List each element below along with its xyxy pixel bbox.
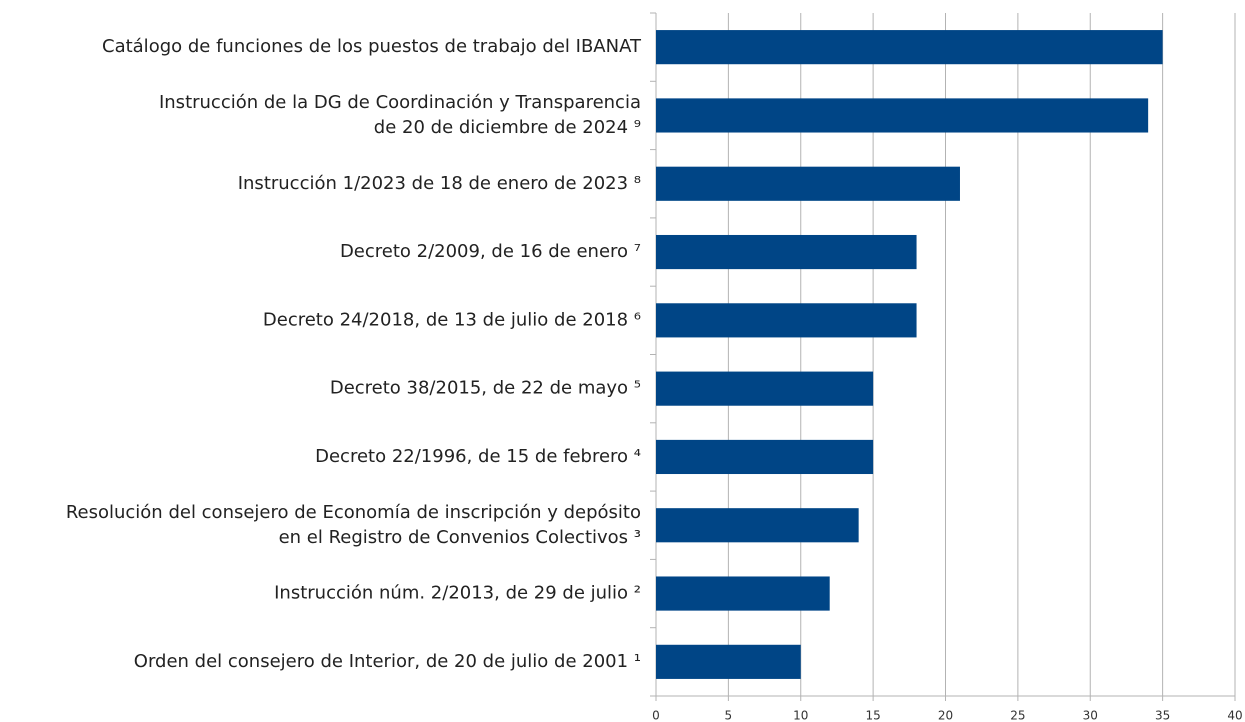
x-tick-label: 5 bbox=[725, 709, 733, 722]
y-tick-label: Orden del consejero de Interior, de 20 d… bbox=[134, 651, 641, 672]
y-tick-label: Instrucción de la DG de Coordinación y T… bbox=[159, 92, 641, 138]
bar bbox=[656, 508, 859, 543]
y-tick-label: Decreto 2/2009, de 16 de enero ⁷ bbox=[340, 241, 641, 262]
x-tick-label: 35 bbox=[1155, 709, 1170, 722]
y-tick-label: Decreto 24/2018, de 13 de julio de 2018 … bbox=[263, 309, 641, 330]
bar bbox=[656, 371, 874, 406]
bar bbox=[656, 98, 1149, 133]
bar bbox=[656, 166, 960, 201]
x-tick-label: 0 bbox=[652, 709, 660, 722]
bar bbox=[656, 303, 917, 338]
y-tick-label: Instrucción 1/2023 de 18 de enero de 202… bbox=[238, 173, 641, 194]
y-tick-label: Instrucción núm. 2/2013, de 29 de julio … bbox=[274, 583, 641, 604]
bar bbox=[656, 576, 830, 611]
x-tick-label: 10 bbox=[793, 709, 808, 722]
x-tick-label: 30 bbox=[1083, 709, 1098, 722]
bar bbox=[656, 644, 801, 679]
y-tick-label: Decreto 38/2015, de 22 de mayo ⁵ bbox=[330, 378, 641, 399]
bar bbox=[656, 234, 917, 270]
y-tick-label: Catálogo de funciones de los puestos de … bbox=[102, 36, 642, 57]
y-tick-label: Resolución del consejero de Economía de … bbox=[66, 502, 641, 548]
x-tick-label: 15 bbox=[865, 709, 880, 722]
x-tick-label: 40 bbox=[1227, 709, 1242, 722]
bar bbox=[656, 30, 1163, 65]
bar bbox=[656, 439, 874, 475]
y-tick-label: Decreto 22/1996, de 15 de febrero ⁴ bbox=[315, 446, 641, 467]
x-tick-label: 20 bbox=[938, 709, 953, 722]
x-tick-label: 25 bbox=[1010, 709, 1025, 722]
